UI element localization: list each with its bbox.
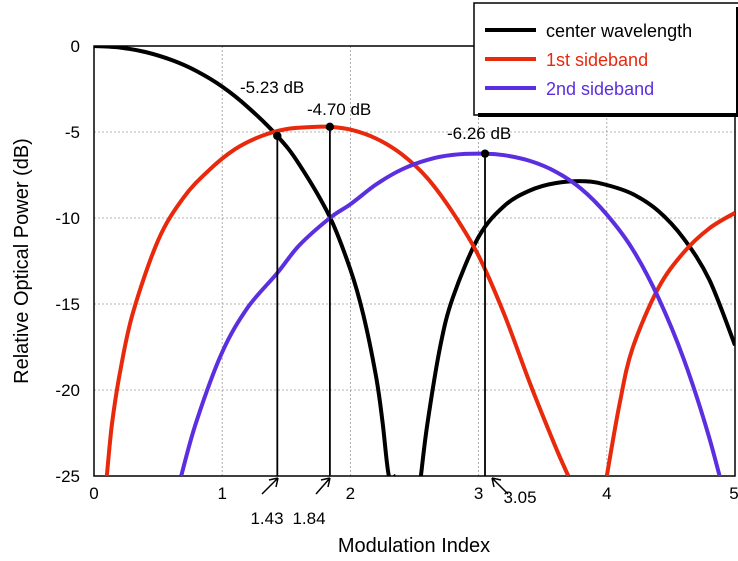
gridlines [94, 46, 735, 476]
annotation-arrow [261, 477, 279, 495]
legend: center wavelength 1st sideband 2nd sideban… [473, 2, 738, 117]
series-line-0 [418, 179, 735, 476]
x-tick-label: 2 [346, 484, 355, 503]
annotation-dot [273, 131, 282, 141]
y-tick-label: -25 [55, 467, 80, 486]
annotation-x-label: 1.84 [292, 509, 325, 528]
series-layer [94, 46, 735, 476]
series-line-1 [104, 124, 571, 476]
y-tick-label: -10 [55, 209, 80, 228]
annotation-x-label: 3.05 [503, 488, 536, 507]
x-tick-label: 5 [729, 484, 738, 503]
y-tick-label: -20 [55, 381, 80, 400]
annotation-db-label: -5.23 dB [240, 78, 304, 97]
legend-shadow-bottom [478, 113, 738, 117]
annotation-x-label: 1.43 [250, 509, 283, 528]
y-tick-label: 0 [71, 37, 80, 56]
annotation-dot [480, 149, 490, 158]
annotation-db-label: -4.70 dB [307, 100, 371, 119]
annotation-dot [325, 122, 335, 132]
legend-shadow-right [736, 7, 738, 117]
series-line-0 [94, 46, 396, 476]
annotation-arrow [315, 477, 331, 495]
annotation-layer: -5.23 dB 1.43 -4.70 dB 1.84 -6.26 dB 3.05 [240, 78, 537, 528]
legend-label: 1st sideband [546, 50, 648, 70]
x-tick-label: 3 [474, 484, 483, 503]
x-tick-label: 1 [217, 484, 226, 503]
x-tick-label: 0 [89, 484, 98, 503]
x-tick-label: 4 [602, 484, 611, 503]
series-line-1 [604, 211, 735, 476]
y-tick-label: -15 [55, 295, 80, 314]
y-tick-labels: 0 -5 -10 -15 -20 -25 [55, 37, 80, 486]
legend-label: center wavelength [546, 21, 692, 41]
x-axis-title: Modulation Index [338, 535, 490, 557]
x-tick-labels: 0 1 2 3 4 5 [89, 484, 738, 503]
series-line-2 [179, 151, 722, 476]
legend-label: 2nd sideband [546, 79, 654, 99]
annotation-db-label: -6.26 dB [447, 124, 511, 143]
y-tick-label: -5 [65, 123, 80, 142]
plot-frame [93, 45, 736, 477]
y-axis-title: Relative Optical Power (dB) [11, 138, 33, 384]
annotation-arrow [491, 477, 509, 495]
